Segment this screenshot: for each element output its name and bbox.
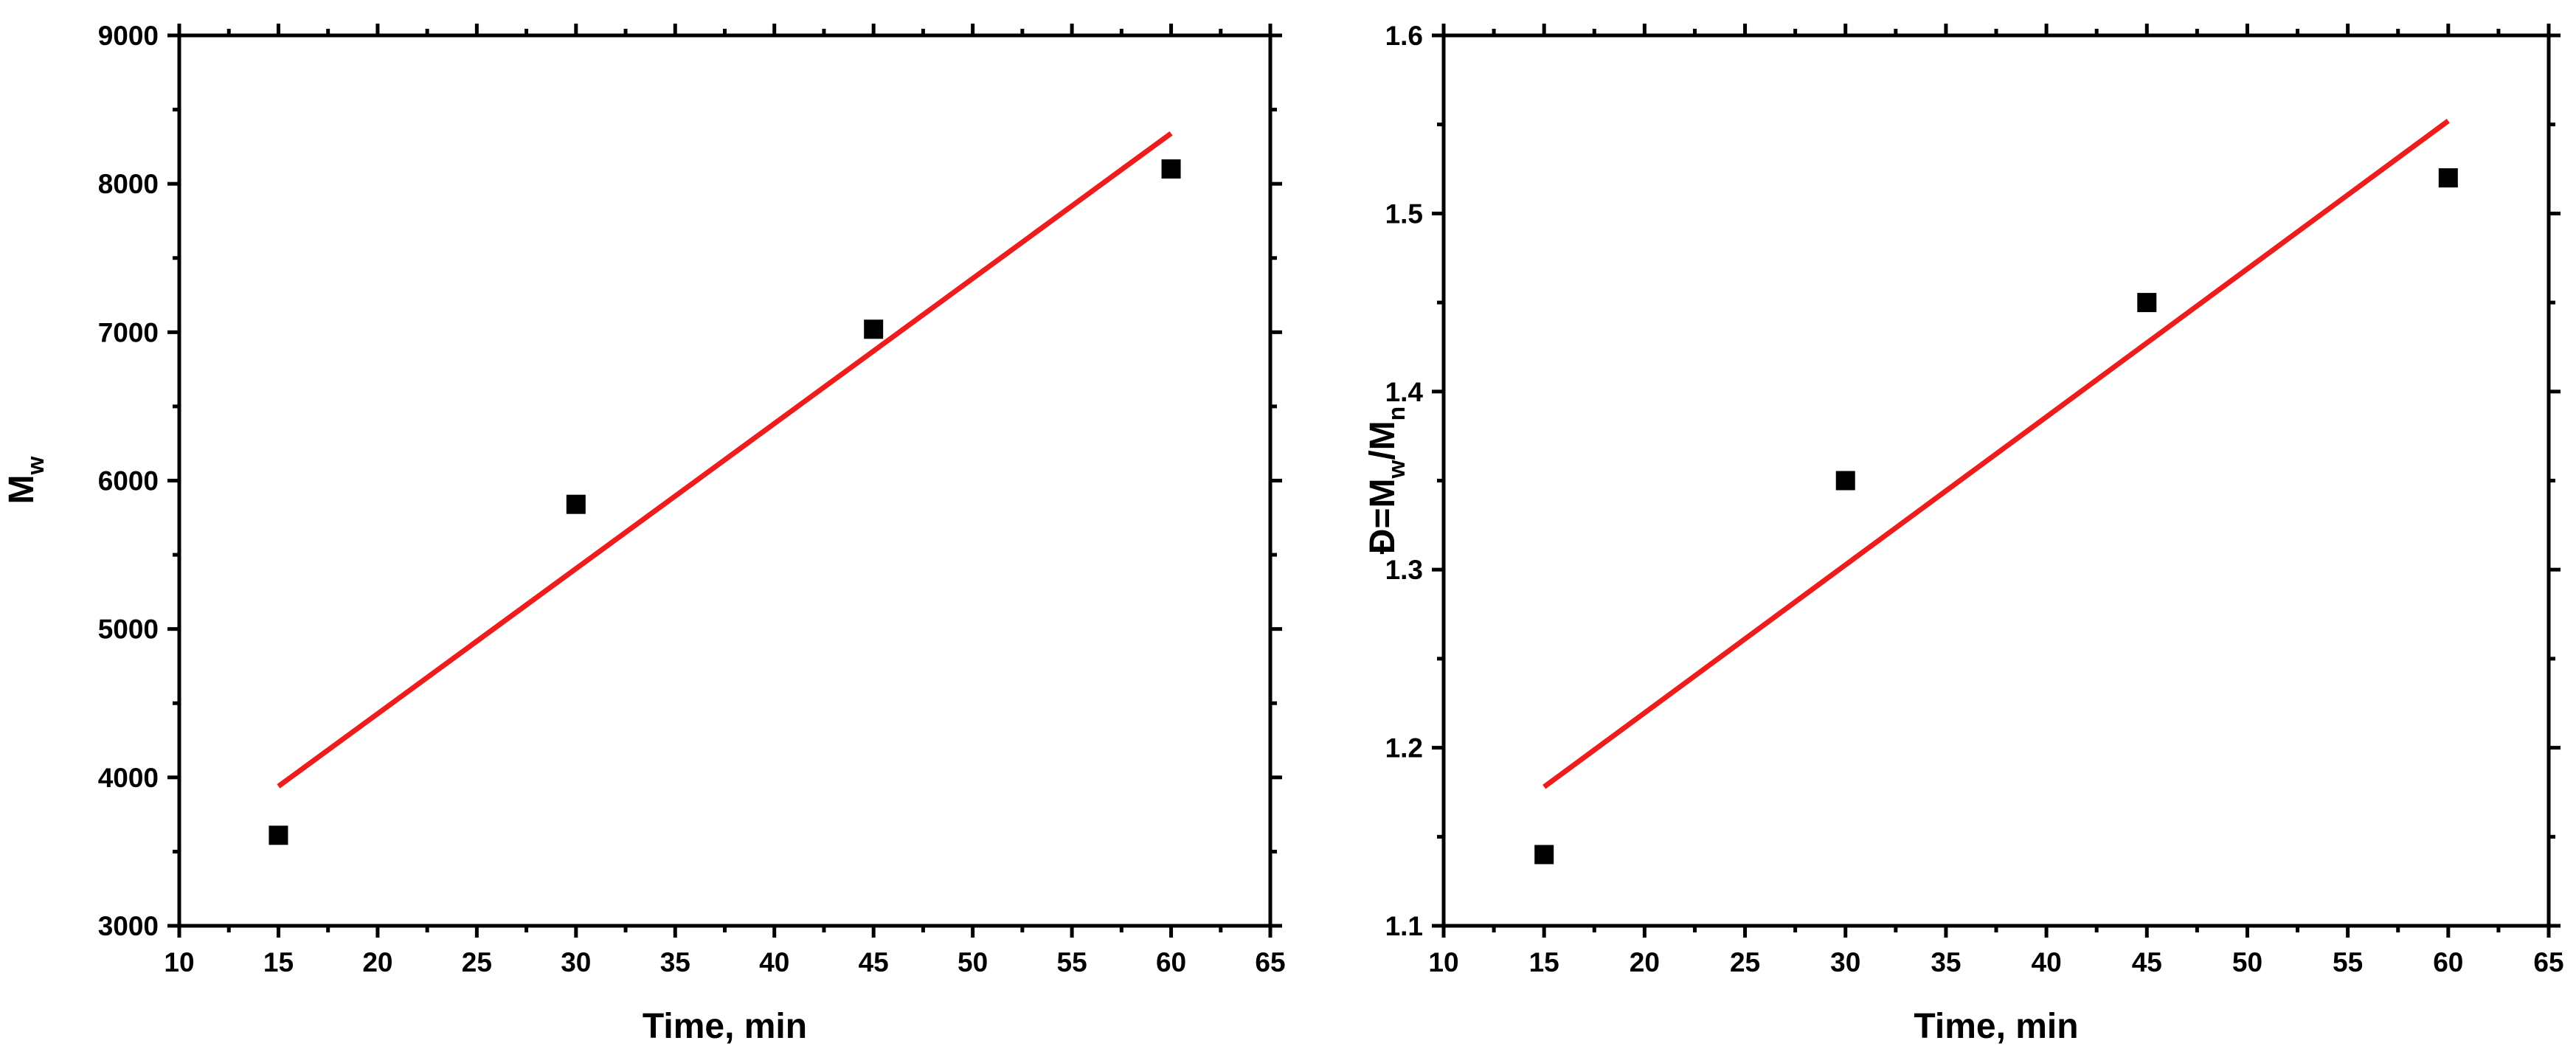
x-tick-label: 20 bbox=[1630, 947, 1660, 977]
chart-molecular-weight: 10 15 20 25 30 35 40 45 50 55 60 65 3000 4000 5000 6000… bbox=[2, 21, 1286, 1046]
data-point bbox=[1835, 471, 1855, 491]
data-point bbox=[566, 494, 586, 514]
x-tick-label: 50 bbox=[958, 947, 988, 977]
y-tick-label: 4000 bbox=[98, 763, 159, 793]
x-tick-label: 20 bbox=[362, 947, 392, 977]
y-tick-label: 7000 bbox=[98, 317, 159, 347]
y-axis-title: Mw bbox=[2, 456, 49, 504]
y-axis-title: Đ=Mw/Mn bbox=[1363, 406, 1410, 554]
y-axis-title-subscript: w bbox=[1383, 460, 1410, 479]
data-point bbox=[864, 319, 884, 339]
y-tick-label: 5000 bbox=[98, 614, 159, 645]
y-tick-label: 1.1 bbox=[1385, 911, 1423, 941]
y-tick-label: 1.6 bbox=[1385, 21, 1423, 51]
y-tick-label: 3000 bbox=[98, 911, 159, 941]
y-tick-label: 1.3 bbox=[1385, 555, 1423, 585]
y-tick-label: 6000 bbox=[98, 466, 159, 496]
y-axis-title-subscript: w bbox=[22, 456, 49, 475]
y-axis-title-subscript: n bbox=[1383, 406, 1410, 421]
x-tick-label: 25 bbox=[1730, 947, 1760, 977]
y-tick-label: 1.5 bbox=[1385, 198, 1423, 229]
data-point bbox=[269, 825, 288, 845]
x-tick-label: 15 bbox=[1529, 947, 1559, 977]
x-tick-label: 30 bbox=[1830, 947, 1860, 977]
y-axis-title-part: /M bbox=[1363, 420, 1402, 460]
x-tick-label: 10 bbox=[1428, 947, 1458, 977]
y-tick-label: 1.4 bbox=[1385, 377, 1424, 407]
data-point bbox=[2438, 168, 2458, 188]
x-tick-label: 65 bbox=[2533, 947, 2563, 977]
data-point bbox=[2137, 293, 2157, 313]
y-axis-title-part: Đ=M bbox=[1363, 479, 1402, 555]
x-tick-label: 30 bbox=[561, 947, 591, 977]
x-axis-title: Time, min bbox=[1914, 1007, 2078, 1046]
x-tick-label: 55 bbox=[1057, 947, 1087, 977]
x-tick-label: 50 bbox=[2232, 947, 2262, 977]
y-axis-title-base: M bbox=[2, 474, 41, 504]
x-tick-label: 65 bbox=[1255, 947, 1285, 977]
data-point bbox=[1161, 159, 1181, 179]
plot-frame bbox=[177, 33, 1273, 928]
x-tick-label: 55 bbox=[2333, 947, 2363, 977]
fit-line bbox=[277, 131, 1173, 789]
x-tick-label: 35 bbox=[660, 947, 690, 977]
x-tick-label: 25 bbox=[462, 947, 492, 977]
x-tick-label: 60 bbox=[2433, 947, 2463, 977]
y-tick-label: 8000 bbox=[98, 169, 159, 199]
x-tick-label: 40 bbox=[2032, 947, 2062, 977]
fit-line bbox=[1543, 119, 2450, 789]
chart-dispersity: 10 15 20 25 30 35 40 45 50 55 60 65 1.1 1.2 1.3 1.4 1.5 1… bbox=[1363, 21, 2564, 1046]
x-tick-label: 35 bbox=[1931, 947, 1961, 977]
data-point bbox=[1534, 845, 1554, 865]
x-tick-label: 60 bbox=[1156, 947, 1186, 977]
y-tick-label: 1.2 bbox=[1385, 733, 1423, 764]
x-tick-label: 40 bbox=[759, 947, 789, 977]
x-tick-label: 10 bbox=[164, 947, 194, 977]
x-tick-label: 15 bbox=[263, 947, 294, 977]
x-axis-title: Time, min bbox=[643, 1007, 807, 1046]
x-tick-label: 45 bbox=[2132, 947, 2162, 977]
x-tick-label: 45 bbox=[859, 947, 889, 977]
y-tick-label: 9000 bbox=[98, 21, 159, 51]
